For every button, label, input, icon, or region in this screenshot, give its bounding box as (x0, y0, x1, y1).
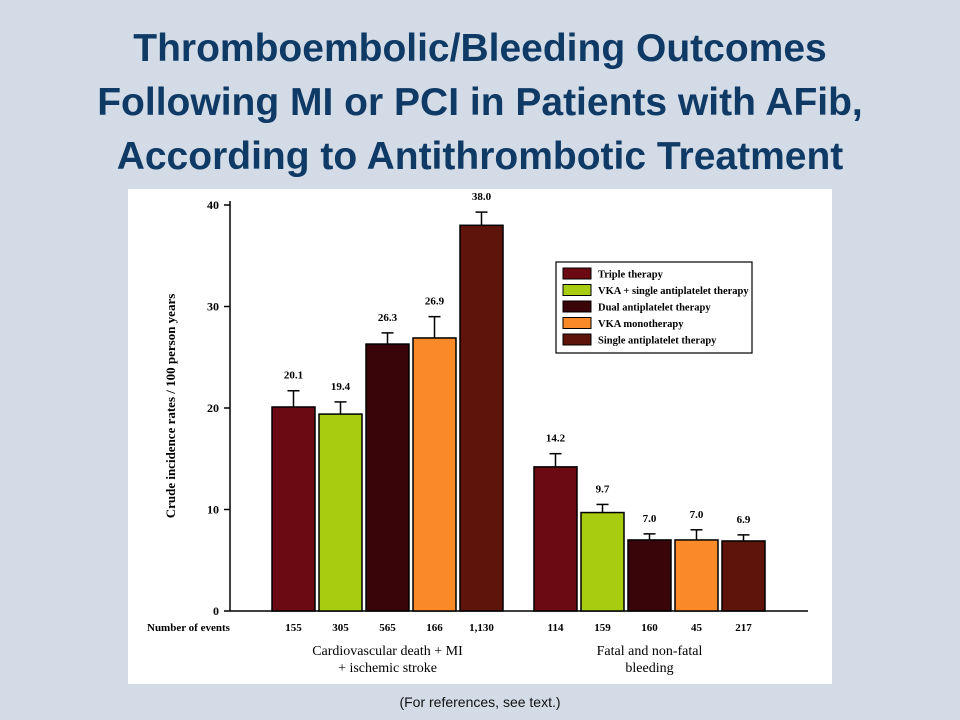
legend-label-3: Dual antiplatelet therapy (598, 303, 711, 314)
bar-1-4 (412, 337, 457, 612)
event-count: 565 (379, 622, 396, 634)
event-count: 305 (332, 622, 349, 634)
legend-label-1: Triple therapy (598, 270, 664, 281)
data-label: 19.4 (331, 381, 351, 393)
y-tick-label: 10 (207, 503, 219, 517)
legend-label-4: VKA monotherapy (598, 319, 684, 330)
y-tick-label: 40 (207, 198, 219, 212)
bar-2-4 (674, 539, 719, 612)
y-tick-label: 30 (207, 300, 219, 314)
data-label: 7.0 (690, 509, 704, 521)
chart-panel: 0 10 20 30 40 Crude incidence rates / 100 per… (128, 189, 832, 684)
slide-title: Thromboembolic/Bleeding Outcomes Followi… (0, 22, 960, 184)
group-label-line: Fatal and non-fatal (597, 644, 703, 659)
legend-swatch-3 (562, 300, 592, 313)
data-label: 6.9 (737, 514, 751, 526)
group-label-line: + ischemic stroke (338, 661, 437, 676)
event-count: 166 (426, 622, 443, 634)
bar-1-3 (365, 343, 410, 612)
group-label-line: bleeding (625, 661, 673, 676)
y-axis-label: Crude incidence rates / 100 person years (163, 294, 178, 519)
group-label-line: Cardiovascular death + MI (312, 644, 463, 659)
data-label: 20.1 (284, 370, 303, 382)
event-count: 155 (285, 622, 302, 634)
bar-2-3 (627, 539, 672, 612)
data-label: 7.0 (643, 513, 657, 525)
legend-label-5: Single antiplatelet therapy (598, 336, 717, 347)
title-line-1: Thromboembolic/Bleeding Outcomes (133, 27, 827, 70)
data-label: 38.0 (472, 191, 492, 203)
bar-2-1 (533, 466, 578, 612)
event-count: 1,130 (469, 622, 494, 634)
legend-swatch-5 (562, 333, 592, 346)
legend-swatch-1 (562, 267, 592, 280)
bar-2-5 (721, 540, 766, 612)
bar-1-1 (271, 406, 316, 612)
data-label: 26.3 (378, 312, 398, 324)
title-line-2: Following MI or PCI in Patients with AFi… (97, 81, 863, 124)
legend-swatch-2 (562, 284, 592, 296)
bar-chart: 0 10 20 30 40 Crude incidence rates / 100 per… (147, 191, 808, 676)
event-count: 114 (548, 622, 564, 634)
data-label: 14.2 (546, 433, 566, 445)
y-tick-label: 0 (213, 604, 219, 618)
event-count: 159 (594, 622, 611, 634)
footnote: (For references, see text.) (399, 694, 561, 710)
bar-1-5 (459, 224, 504, 612)
bar-1-2 (318, 413, 363, 612)
data-label: 26.9 (425, 296, 445, 308)
events-row-label: Number of events (147, 622, 231, 634)
event-count: 45 (691, 622, 703, 634)
data-label: 9.7 (596, 483, 610, 495)
event-count: 160 (641, 622, 658, 634)
title-line-3: According to Antithrombotic Treatment (116, 135, 844, 178)
legend-swatch-4 (562, 317, 592, 329)
bar-2-2 (580, 511, 625, 612)
event-count: 217 (735, 622, 752, 634)
y-tick-label: 20 (207, 401, 219, 415)
legend-label-2: VKA + single antiplatelet therapy (598, 286, 749, 297)
